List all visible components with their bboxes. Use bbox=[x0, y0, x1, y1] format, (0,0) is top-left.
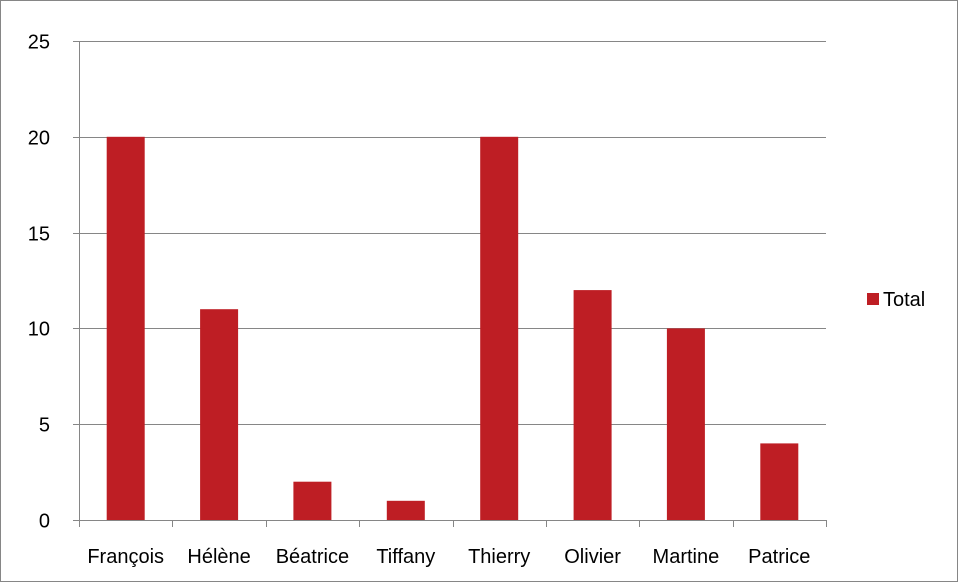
x-tick-label: Thierry bbox=[468, 546, 530, 568]
y-tick-label: 10 bbox=[28, 319, 50, 341]
x-tick-label: Hélène bbox=[187, 546, 250, 568]
y-tick-label: 25 bbox=[28, 32, 50, 54]
y-tick-label: 20 bbox=[28, 128, 50, 150]
x-tick-label: Patrice bbox=[748, 546, 810, 568]
x-tick-label: François bbox=[87, 546, 164, 568]
bar-3 bbox=[386, 500, 425, 520]
gridlines bbox=[79, 41, 826, 425]
legend-label: Total bbox=[883, 289, 925, 311]
y-tick-label: 5 bbox=[39, 415, 50, 437]
bar-5 bbox=[573, 290, 612, 520]
bars bbox=[106, 136, 799, 521]
bar-0 bbox=[106, 136, 145, 521]
y-axis-tick-labels: 0 5 10 15 20 25 bbox=[28, 32, 50, 533]
x-tick-label: Martine bbox=[653, 546, 720, 568]
bar-4 bbox=[480, 136, 519, 521]
bar-1 bbox=[200, 309, 239, 520]
legend: Total bbox=[867, 289, 925, 311]
bar-6 bbox=[666, 328, 705, 520]
x-axis-tick-labels: François Hélène Béatrice Tiffany Thierry Oliv… bbox=[87, 546, 810, 568]
bar-2 bbox=[293, 481, 332, 520]
x-tick-label: Béatrice bbox=[276, 546, 349, 568]
axes bbox=[73, 41, 827, 527]
bar-7 bbox=[760, 443, 799, 520]
x-tick-label: Olivier bbox=[564, 546, 621, 568]
y-tick-label: 15 bbox=[28, 224, 50, 246]
x-tick-label: Tiffany bbox=[376, 546, 435, 568]
legend-swatch bbox=[867, 293, 879, 305]
y-tick-label: 0 bbox=[39, 511, 50, 533]
